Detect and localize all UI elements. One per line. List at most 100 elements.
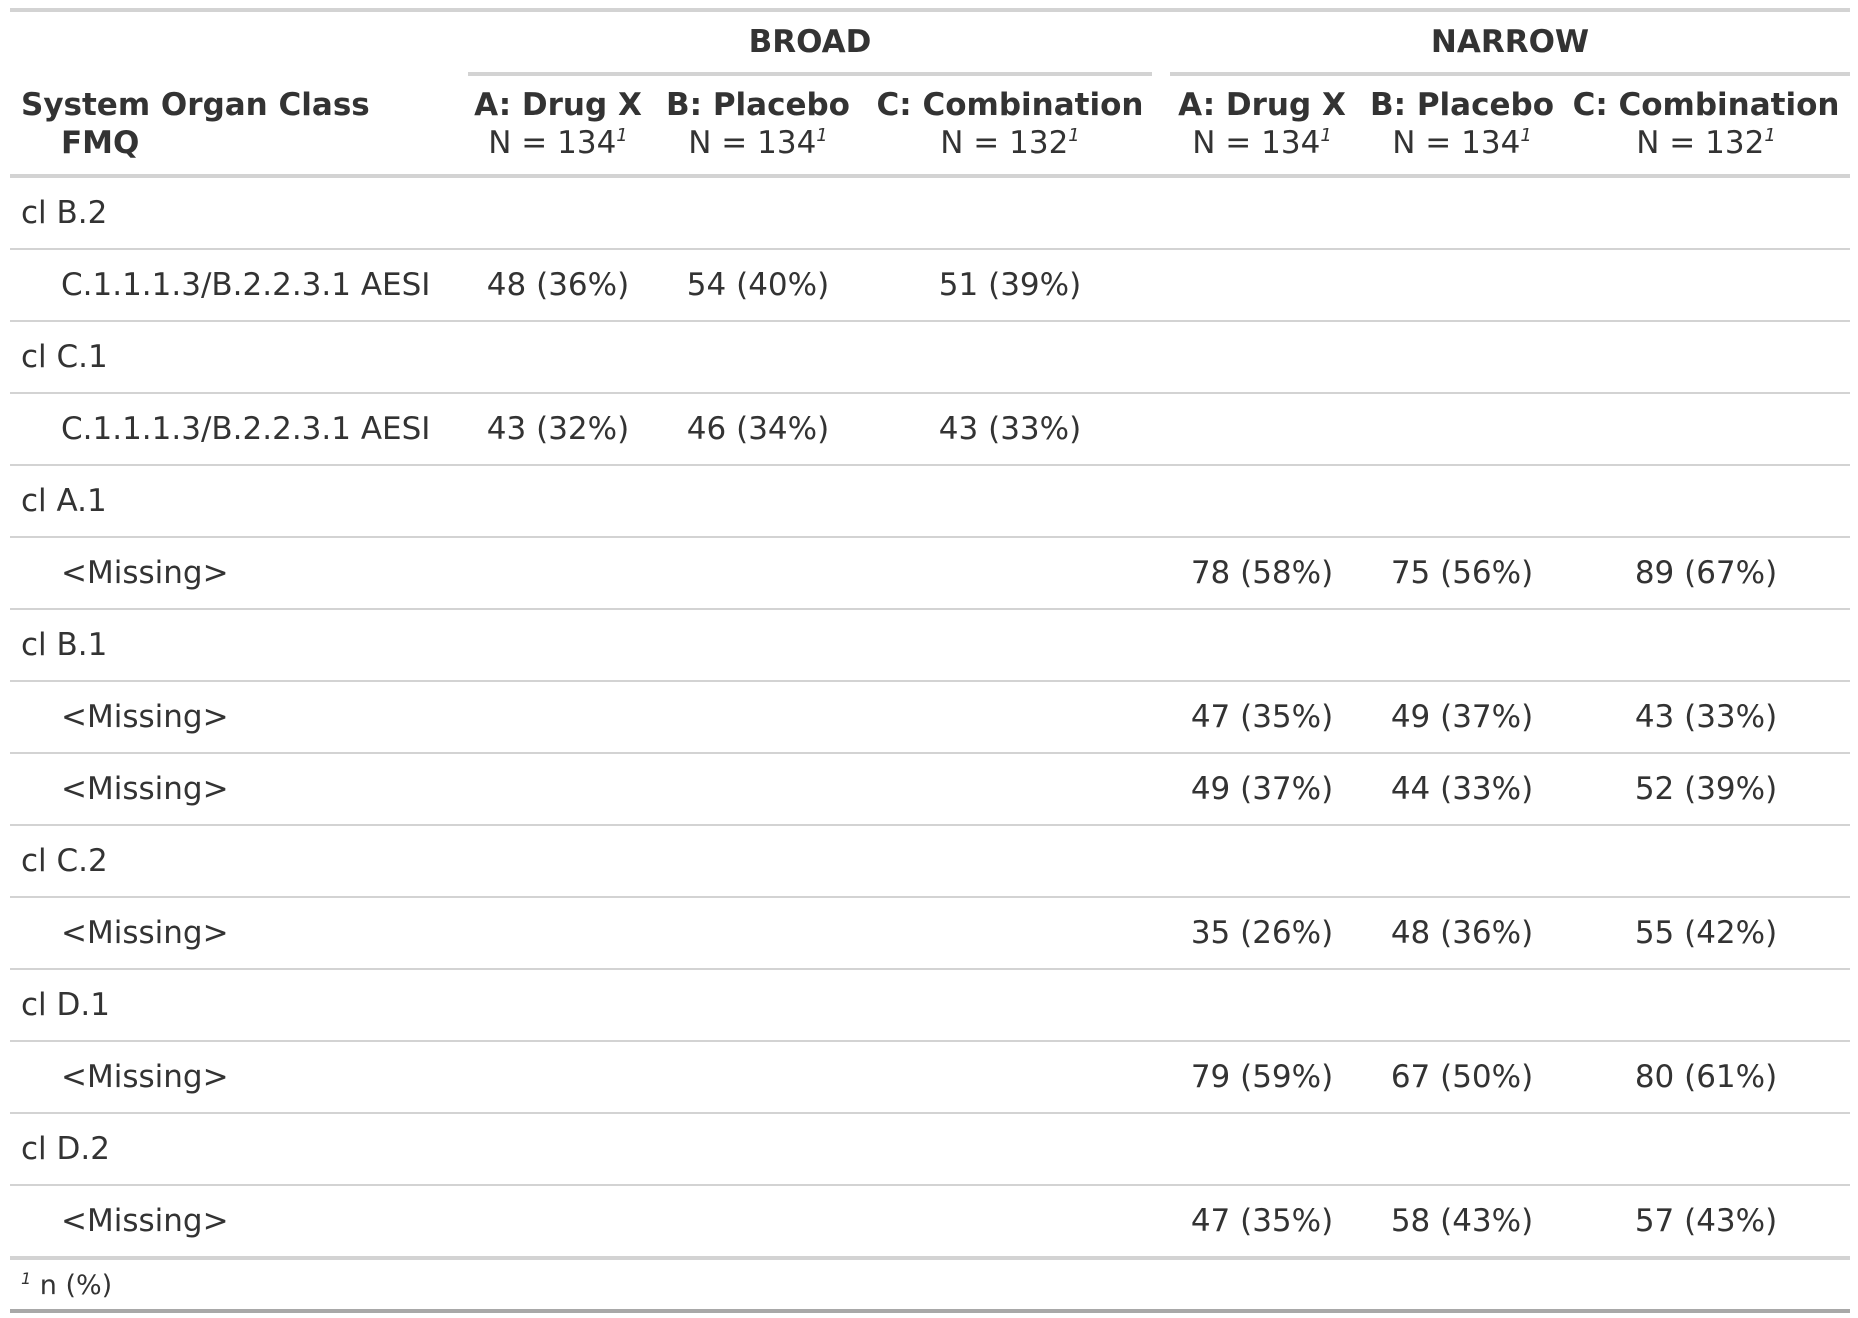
column-n: N = 1341 [1392,125,1532,161]
footnote-mark: 1 [1764,125,1776,146]
cell-value [1162,175,1363,249]
table-body: cl B.2 C.1.1.1.3/B.2.2.3.1 AESI 48 (36%) 54… [10,175,1851,1260]
cell-value [458,896,658,969]
row-label: <Missing> [10,896,458,969]
table-row: <Missing> 35 (26%) 48 (36%) 55 (42%) [10,896,1851,969]
group-label: cl C.2 [10,824,458,897]
column-header: C: Combination N = 1321 [1562,76,1850,176]
table-row: <Missing> 47 (35%) 49 (37%) 43 (33%) [10,680,1851,753]
group-row: cl A.1 [10,464,1851,537]
row-label: C.1.1.1.3/B.2.2.3.1 AESI [10,248,458,321]
cell-value: 67 (50%) [1362,1040,1563,1113]
column-label-row: System Organ Class FMQ A: Drug X N = 134… [10,76,1851,176]
group-row: cl D.2 [10,1112,1851,1185]
cell-value: 79 (59%) [1162,1040,1363,1113]
column-name: B: Placebo [666,87,850,123]
cell-value [658,680,858,753]
cell-value: 47 (35%) [1162,1184,1363,1260]
cell-value [458,968,658,1041]
cell-value [658,464,858,537]
footnote-mark: 1 [1520,125,1532,146]
table-row: <Missing> 79 (59%) 67 (50%) 80 (61%) [10,1040,1851,1113]
cell-value [1562,608,1851,681]
cell-value: 57 (43%) [1562,1184,1851,1260]
cell-value [858,752,1163,825]
cell-value [1362,175,1563,249]
cell-value [858,1040,1163,1113]
column-header: A: Drug X N = 1341 [458,76,658,176]
column-header: A: Drug X N = 1341 [1162,76,1362,176]
column-name: B: Placebo [1370,87,1554,123]
cell-value: 78 (58%) [1162,536,1363,609]
row-label: <Missing> [10,752,458,825]
spanner-broad-label: BROAD [468,24,1153,76]
cell-value [1362,824,1563,897]
cell-value [858,320,1163,393]
group-label: cl C.1 [10,320,458,393]
cell-value [1162,968,1363,1041]
cell-value [858,1112,1163,1185]
group-row: cl C.1 [10,320,1851,393]
column-n: N = 1341 [488,125,628,161]
cell-value [658,752,858,825]
spanner-narrow-label: NARROW [1170,24,1851,76]
column-header: B: Placebo N = 1341 [658,76,858,176]
row-label: <Missing> [10,680,458,753]
cell-value [458,1112,658,1185]
cell-value [1562,464,1851,537]
cell-value [858,608,1163,681]
table-row: <Missing> 47 (35%) 58 (43%) 57 (43%) [10,1184,1851,1260]
summary-table-container: BROAD NARROW System Organ Class FMQ A: D… [10,8,1851,1313]
table-row: C.1.1.1.3/B.2.2.3.1 AESI 43 (32%) 46 (34%)… [10,392,1851,465]
cell-value: 49 (37%) [1362,680,1563,753]
column-n: N = 1321 [1636,125,1776,161]
cell-value: 89 (67%) [1562,536,1851,609]
footnote-mark: 1 [1068,125,1080,146]
stub-spacer [10,10,458,76]
row-label: C.1.1.1.3/B.2.2.3.1 AESI [10,392,458,465]
cell-value: 54 (40%) [658,248,858,321]
stub-header: System Organ Class FMQ [10,76,458,176]
cell-value: 43 (32%) [458,392,658,465]
cell-value [1162,392,1363,465]
cell-value [458,824,658,897]
group-row: cl B.2 [10,175,1851,249]
cell-value [858,1184,1163,1260]
fmq-summary-table: BROAD NARROW System Organ Class FMQ A: D… [10,8,1851,1260]
cell-value [458,1040,658,1113]
cell-value [458,680,658,753]
cell-value [458,320,658,393]
cell-value: 43 (33%) [1562,680,1851,753]
cell-value [1362,968,1563,1041]
cell-value [458,536,658,609]
cell-value [1562,392,1851,465]
cell-value [658,896,858,969]
cell-value [658,968,858,1041]
cell-value [858,680,1163,753]
group-label: cl B.2 [10,175,458,249]
cell-value: 52 (39%) [1562,752,1851,825]
footnote-mark: 1 [616,125,628,146]
row-label: <Missing> [10,536,458,609]
cell-value [1562,248,1851,321]
cell-value [658,608,858,681]
cell-value: 47 (35%) [1162,680,1363,753]
cell-value [1362,608,1563,681]
cell-value: 43 (33%) [858,392,1163,465]
cell-value [858,968,1163,1041]
footnote-text: n (%) [39,1270,113,1301]
cell-value: 44 (33%) [1362,752,1563,825]
row-label: <Missing> [10,1184,458,1260]
table-row: <Missing> 49 (37%) 44 (33%) 52 (39%) [10,752,1851,825]
column-n: N = 1341 [1192,125,1332,161]
cell-value: 55 (42%) [1562,896,1851,969]
cell-value [658,175,858,249]
stub-label: System Organ Class [21,87,370,123]
cell-value: 75 (56%) [1362,536,1563,609]
cell-value [1162,824,1363,897]
cell-value [658,320,858,393]
cell-value [658,536,858,609]
cell-value: 58 (43%) [1362,1184,1563,1260]
group-label: cl D.1 [10,968,458,1041]
cell-value [1362,464,1563,537]
